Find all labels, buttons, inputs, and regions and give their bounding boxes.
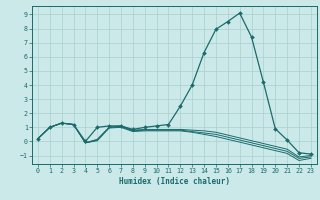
- X-axis label: Humidex (Indice chaleur): Humidex (Indice chaleur): [119, 177, 230, 186]
